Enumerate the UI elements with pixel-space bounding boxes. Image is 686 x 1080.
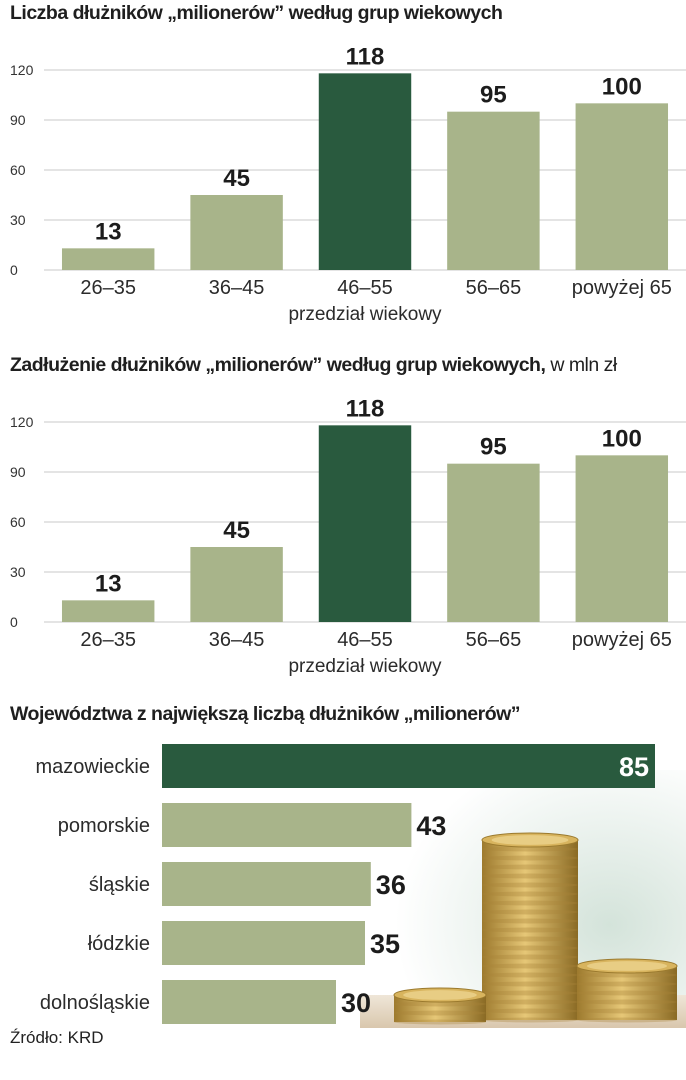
chart3-voivodeships: mazowieckie 85 pomorskie 43 śląskie 36 łódzkie… <box>36 744 686 1028</box>
chart2-bar <box>318 425 412 622</box>
chart1-category-label: 26–35 <box>80 277 136 299</box>
chart3-bar <box>162 803 412 847</box>
chart2-category-label: 56–65 <box>466 629 522 651</box>
chart1-category-label: 36–45 <box>209 277 265 299</box>
chart2-xaxis-title: przedział wiekowy <box>288 656 442 677</box>
chart1-category-label: powyżej 65 <box>572 277 672 299</box>
chart2-bar <box>447 463 540 622</box>
chart3-value-label: 35 <box>370 929 400 959</box>
chart3-category-label: śląskie <box>89 874 150 896</box>
chart1-value-label: 45 <box>223 165 250 192</box>
chart1-age-count: 0 30 60 90 120 13 26–35 45 36–45 118 46–55 95 56–65 1… <box>10 43 686 325</box>
chart1-category-label: 46–55 <box>337 277 393 299</box>
chart1-ytick-label: 0 <box>10 262 18 278</box>
chart2-title-main: Zadłużenie dłużników „milionerów” według… <box>10 354 546 376</box>
chart2-value-label: 100 <box>602 425 642 452</box>
chart2-title: Zadłużenie dłużników „milionerów” według… <box>10 354 617 377</box>
chart1-bar <box>190 195 283 270</box>
chart2-ytick-label: 90 <box>10 464 26 480</box>
chart2-ytick-label: 30 <box>10 564 26 580</box>
chart1-value-label: 100 <box>602 73 642 100</box>
chart3-value-label: 30 <box>341 988 371 1018</box>
chart2-category-label: 26–35 <box>80 629 136 651</box>
chart2-category-label: 36–45 <box>209 629 265 651</box>
chart2-ytick-label: 0 <box>10 614 18 630</box>
chart1-ytick-label: 90 <box>10 112 26 128</box>
chart2-ytick-label: 120 <box>10 414 34 430</box>
chart3-category-label: pomorskie <box>58 815 150 837</box>
chart1-bar <box>575 103 669 270</box>
chart3-category-label: łódzkie <box>88 933 150 955</box>
source-note: Źródło: KRD <box>10 1028 104 1047</box>
chart1-bar <box>318 73 412 270</box>
chart2-value-label: 95 <box>480 434 507 461</box>
chart3-value-label: 43 <box>416 811 446 841</box>
chart2-category-label: 46–55 <box>337 629 393 651</box>
chart2-bar <box>575 455 669 622</box>
chart3-bar <box>162 744 655 788</box>
chart1-bar <box>447 111 540 271</box>
chart2-bar <box>61 600 155 622</box>
chart3-category-label: mazowieckie <box>36 756 150 778</box>
chart1-ytick-label: 30 <box>10 212 26 228</box>
chart2-bar <box>190 547 283 622</box>
chart1-title: Liczba dłużników „milionerów” według gru… <box>10 2 503 24</box>
chart1-ytick-label: 120 <box>10 62 34 78</box>
chart2-ytick-label: 60 <box>10 514 26 530</box>
chart2-age-debt: 0 30 60 90 120 13 26–35 45 36–45 118 46–55 95 56–65 1… <box>10 395 686 677</box>
chart2-value-label: 45 <box>223 517 250 544</box>
coins-illustration <box>360 770 686 1028</box>
chart2-category-label: powyżej 65 <box>572 629 672 651</box>
chart1-value-label: 118 <box>346 43 385 70</box>
chart3-value-label: 36 <box>376 870 406 900</box>
chart1-value-label: 95 <box>480 82 507 109</box>
chart1-bar <box>61 248 155 270</box>
chart3-value-label: 85 <box>619 752 649 782</box>
chart3-bar <box>162 862 371 906</box>
chart2-value-label: 118 <box>346 395 385 422</box>
chart2-title-unit: w mln zł <box>550 354 617 376</box>
chart3-bar <box>162 980 336 1024</box>
chart3-title: Województwa z największą liczbą dłużnikó… <box>10 703 521 725</box>
chart2-value-label: 13 <box>95 570 122 597</box>
chart1-value-label: 13 <box>95 218 122 245</box>
chart1-ytick-label: 60 <box>10 162 26 178</box>
chart3-bar <box>162 921 365 965</box>
chart1-xaxis-title: przedział wiekowy <box>288 304 442 325</box>
chart1-category-label: 56–65 <box>466 277 522 299</box>
chart3-category-label: dolnośląskie <box>40 992 150 1014</box>
